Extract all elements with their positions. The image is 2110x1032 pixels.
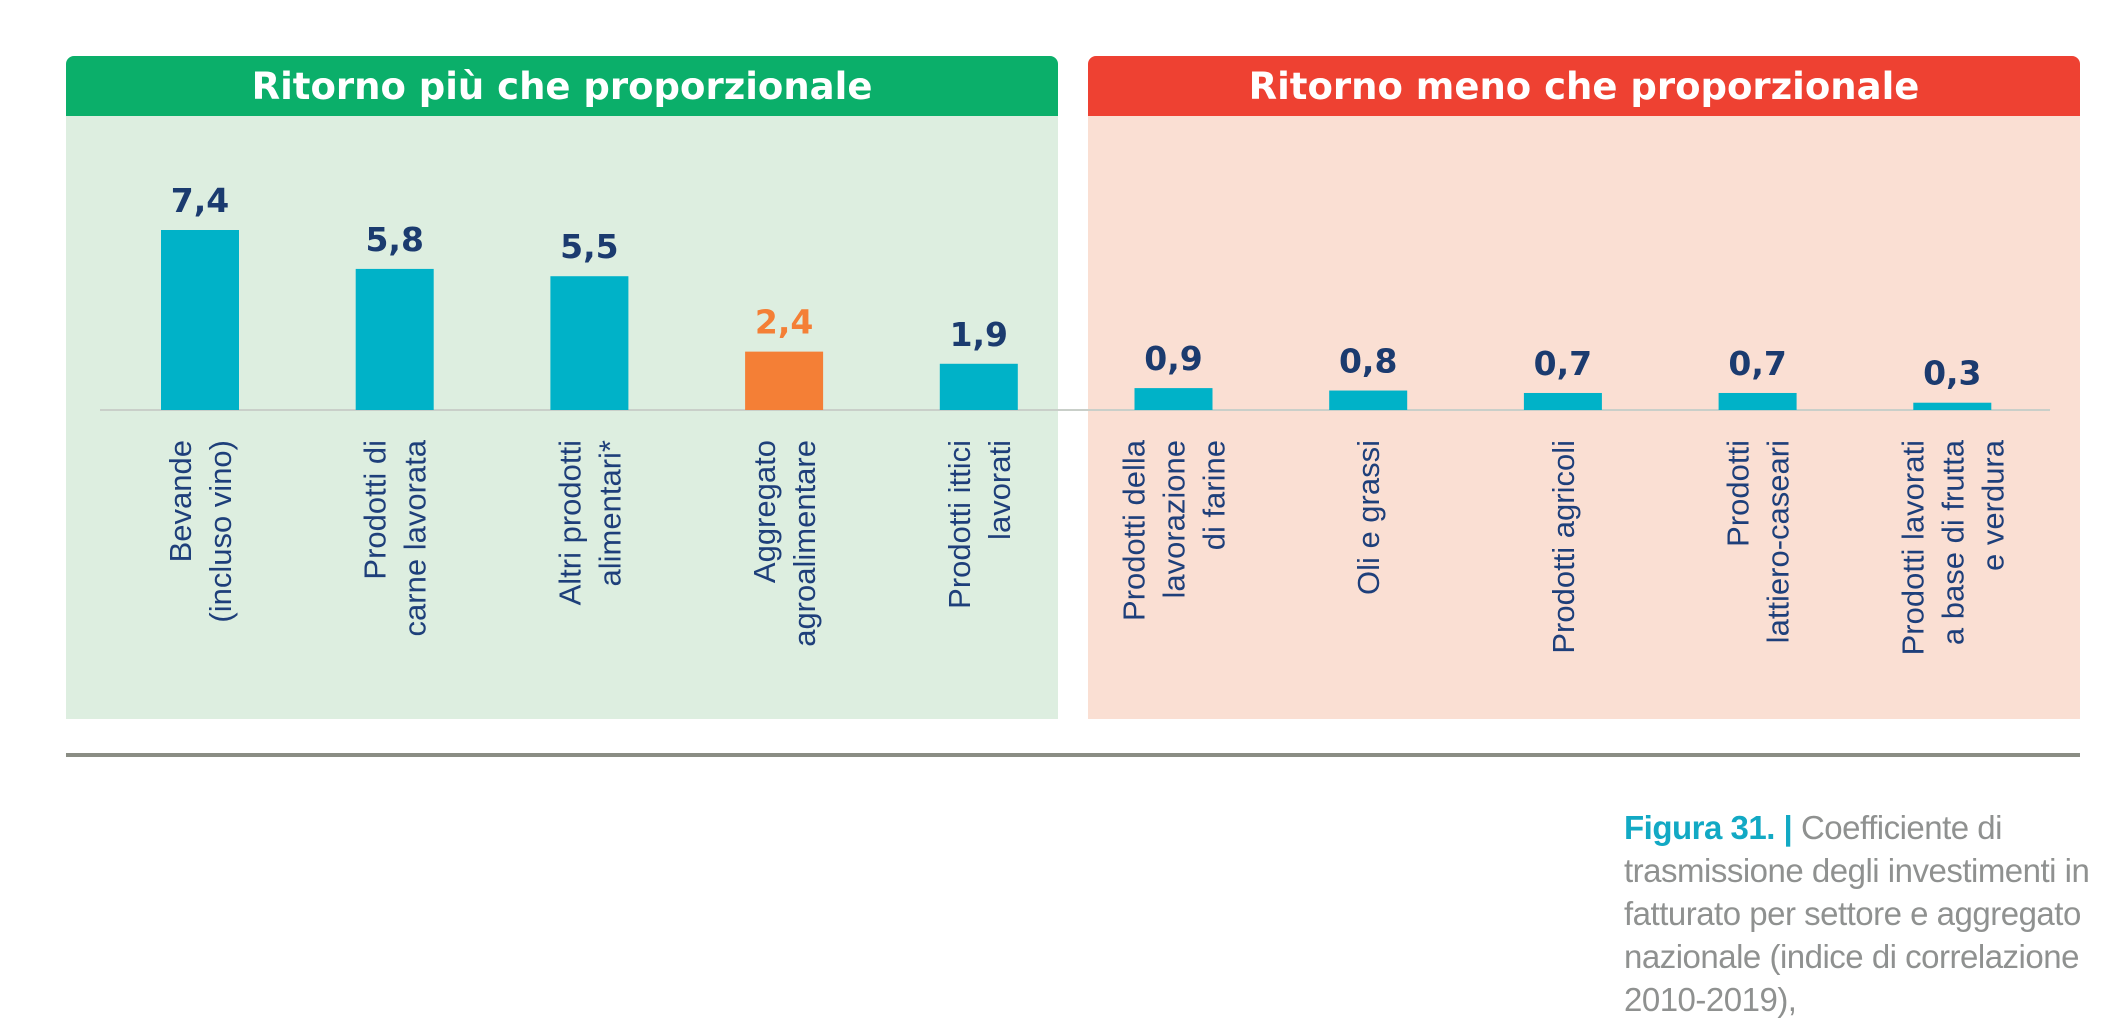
category-label-line: agroalimentare — [787, 440, 822, 647]
value-label-0: 7,4 — [171, 181, 229, 220]
category-label-line: Oli e grassi — [1351, 440, 1386, 595]
caption-text: Coefficiente di trasmissione degli inves… — [1624, 809, 2090, 1018]
category-label-0: Bevande (incluso vino) — [163, 440, 238, 623]
panel-less-than-proportional: Ritorno meno che proporzionale — [1088, 56, 2080, 719]
bar-0 — [161, 230, 239, 410]
bar-8 — [1718, 392, 1797, 410]
panel-left-title: Ritorno più che proporzionale — [66, 56, 1058, 116]
value-label-4: 1,9 — [950, 315, 1008, 354]
category-label-line: di farine — [1197, 440, 1232, 550]
category-label-2: Altri prodotti alimentari* — [552, 440, 627, 605]
category-label-8: Prodotti lattiero-caseari — [1721, 440, 1796, 643]
category-label-line: a base di frutta — [1935, 439, 1970, 645]
category-label-3: Aggregato agroalimentare — [747, 440, 822, 647]
bar-9 — [1913, 402, 1992, 410]
value-label-8: 0,7 — [1728, 344, 1786, 383]
category-labels: Bevande (incluso vino) Prodotti di carne la… — [163, 439, 2010, 655]
category-label-4: Prodotti ittici lavorati — [942, 440, 1017, 609]
category-label-line: Prodotti della — [1117, 439, 1152, 621]
category-label-line: Prodotti — [1721, 440, 1756, 547]
category-label-line: Bevande — [163, 440, 198, 562]
category-label-line: lavorazione — [1157, 440, 1192, 599]
category-label-5: Prodotti della lavorazione di farine — [1117, 439, 1232, 621]
panel-more-than-proportional: Ritorno più che proporzionale — [66, 56, 1058, 719]
value-label-9: 0,3 — [1923, 354, 1981, 393]
category-label-line: carne lavorata — [398, 439, 433, 636]
bar-6 — [1329, 390, 1408, 410]
category-label-line: alimentari* — [592, 440, 627, 586]
value-label-7: 0,7 — [1534, 344, 1592, 383]
panel-right-title: Ritorno meno che proporzionale — [1088, 56, 2080, 116]
bar-5 — [1134, 388, 1213, 410]
category-label-line: lavorati — [982, 440, 1017, 540]
bar-1 — [355, 268, 434, 410]
value-label-5: 0,9 — [1144, 339, 1202, 378]
value-label-1: 5,8 — [365, 220, 423, 259]
value-label-3: 2,4 — [755, 303, 813, 342]
category-label-line: Prodotti ittici — [942, 440, 977, 609]
category-label-6: Oli e grassi — [1351, 440, 1386, 595]
bar-4 — [939, 363, 1018, 410]
category-label-line: Aggregato — [747, 440, 782, 583]
value-label-6: 0,8 — [1339, 342, 1397, 381]
section-divider — [66, 753, 2080, 757]
category-label-line: Prodotti lavorati — [1895, 440, 1930, 655]
category-label-1: Prodotti di carne lavorata — [358, 439, 433, 636]
panel-right-body — [1088, 116, 2080, 719]
category-label-9: Prodotti lavorati a base di frutta e verdu… — [1895, 439, 2010, 655]
bar-7 — [1523, 392, 1602, 410]
value-labels: 7,4 5,8 5,5 2,4 1,9 0,9 0,8 0,7 0,7 0,3 — [171, 181, 1982, 393]
category-label-line: (incluso vino) — [203, 440, 238, 623]
figure-caption: Figura 31. | Coefficiente di trasmission… — [1624, 806, 2094, 1021]
category-label-line: e verdura — [1975, 439, 2010, 571]
category-label-line: lattiero-caseari — [1761, 440, 1796, 643]
bar-series — [161, 230, 1992, 410]
figure-label: Figura 31. | — [1624, 809, 1793, 846]
category-label-line: Altri prodotti — [552, 440, 587, 605]
bar-2 — [550, 276, 629, 410]
category-label-7: Prodotti agricoli — [1546, 440, 1581, 654]
category-label-line: Prodotti agricoli — [1546, 440, 1581, 654]
panel-left-body — [66, 116, 1058, 719]
category-label-line: Prodotti di — [358, 440, 393, 580]
bar-3 — [745, 351, 824, 410]
value-label-2: 5,5 — [560, 227, 618, 266]
